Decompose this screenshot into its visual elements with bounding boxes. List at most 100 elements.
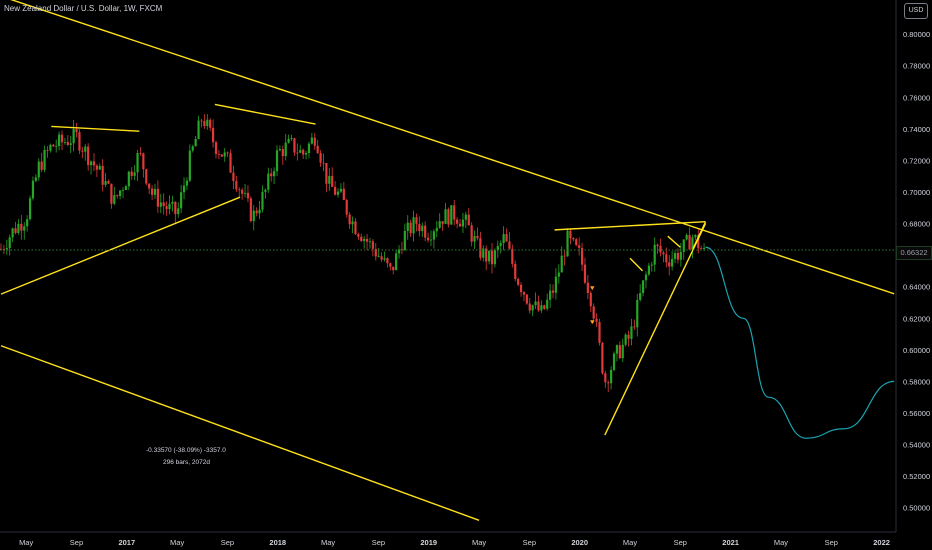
trendline [554,220,706,231]
measure-change-label: -0.33570 (-38.09%) -3357.0 [146,447,226,454]
candle-body [235,180,238,190]
candle-body [592,306,595,319]
candle-body [243,192,247,194]
candle-body [386,258,389,264]
candle-body [20,223,23,231]
candle-body [156,188,159,207]
candle-body [700,248,703,250]
candle-body [514,263,517,280]
y-tick-label: 0.72000 [903,156,930,165]
candle-body [694,235,697,238]
y-tick-label: 0.52000 [903,472,930,481]
candle-body [180,192,183,209]
candle-body [554,276,558,293]
candle-body [5,248,8,250]
candle-body [543,305,546,309]
x-tick-label: Sep [372,538,385,547]
candle-body [238,189,241,191]
candle-body [72,128,75,144]
candle-body [281,149,284,157]
time-axis[interactable]: May Sep 2017 May Sep 2018 May Sep 2019 May Sep 2020… [19,538,890,547]
candle-body [66,142,69,145]
candle-body [313,137,316,146]
y-tick-label: 0.54000 [903,441,930,450]
candle-body [220,154,223,157]
candle-body [17,223,20,233]
y-tick-label: 0.62000 [903,314,930,323]
y-tick-label: 0.70000 [903,188,930,197]
y-tick-label: 0.68000 [903,220,930,229]
candle-body [485,248,488,262]
candle-body [214,142,218,154]
candle-body [363,238,366,241]
candle-body [209,119,212,128]
candle-body [293,138,296,153]
candle-body [194,138,197,147]
candle-body [104,181,107,185]
candle-body [121,189,125,191]
candle-body [26,219,29,227]
projection [705,246,895,439]
price-axis[interactable]: 0.50000 0.52000 0.54000 0.56000 0.58000 0.600… [903,30,930,513]
x-tick-label: 2018 [269,538,286,547]
candle-body [264,189,267,192]
trendline [0,196,241,295]
y-tick-label: 0.60000 [903,346,930,355]
candle-body [453,205,456,220]
candle-body [671,258,674,267]
candle-body [101,165,104,185]
candle-body [307,143,311,154]
candle-body [502,234,505,244]
candle-body [534,301,537,306]
y-tick-label: 0.78000 [903,62,930,71]
candle-body [392,266,395,271]
candle-body [252,210,255,222]
candle-body [604,373,607,383]
candle-body [287,138,290,143]
x-tick-label: 2017 [118,538,135,547]
candle-body [113,195,116,204]
candle-body [479,238,482,258]
candle-body [89,161,93,166]
candle-body [191,146,194,151]
candle-body [415,217,418,224]
candle-body [537,301,540,311]
candle-body [531,305,534,311]
candle-body [206,119,209,127]
candle-body [371,241,374,249]
candle-body [28,198,32,220]
x-tick-label: May [321,538,335,547]
candle-body [519,284,523,293]
candle-body [505,234,508,242]
candle-body [551,290,555,293]
candle-body [397,249,401,254]
currency-badge[interactable]: USD [904,3,928,19]
candle-body [200,120,203,122]
marker-arrow-down [590,286,595,291]
candle-body [493,250,497,265]
candle-body [470,225,473,242]
candle-body [389,263,392,267]
candle-body [659,246,662,253]
candle-body [580,247,584,265]
candle-body [383,258,386,260]
candle-body [275,150,279,172]
candle-body [424,225,427,238]
candle-body [130,171,133,176]
candle-body [249,198,252,222]
candle-body [557,272,560,277]
candle-body [374,248,377,257]
y-tick-label: 0.74000 [903,125,930,134]
candle-body [578,245,581,248]
x-tick-label: May [623,538,637,547]
candle-body [310,137,313,144]
candle-body [412,217,415,234]
candle-body [60,134,64,143]
candle-body [84,146,87,152]
candle-body [621,344,624,359]
trendlines [0,0,895,521]
candle-body [52,144,55,147]
candle-body [171,201,174,204]
candle-body [458,223,462,227]
